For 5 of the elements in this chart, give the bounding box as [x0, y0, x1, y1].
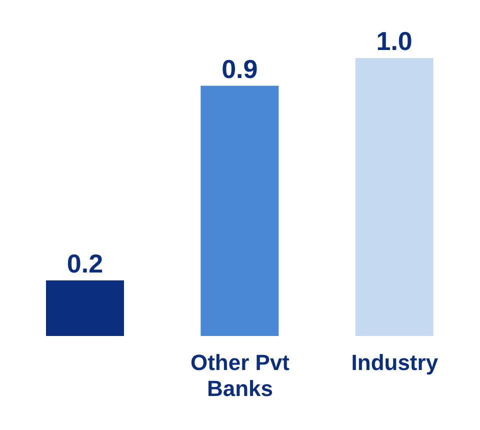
x-tick-label: Other Pvt Banks	[190, 350, 290, 401]
data-label: 0.9	[222, 54, 258, 84]
x-tick-label: Industry	[351, 350, 439, 375]
data-label: 0.2	[66, 248, 104, 278]
data-label: 1.0	[376, 26, 412, 56]
